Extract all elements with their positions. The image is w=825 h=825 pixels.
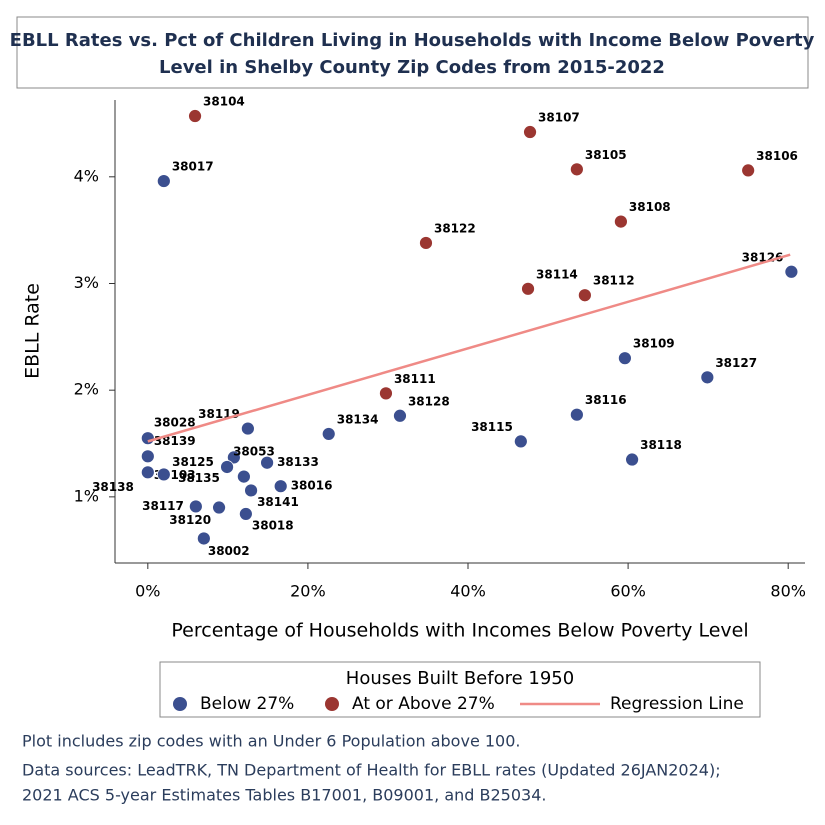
point-label: 38141	[257, 495, 299, 509]
point	[212, 500, 226, 515]
legend-label: Regression Line	[610, 694, 744, 714]
point-label: 38134	[337, 412, 379, 426]
chart-title: EBLL Rates vs. Pct of Children Living in…	[10, 30, 815, 51]
point	[613, 214, 628, 229]
legend-swatch	[325, 697, 339, 711]
point	[273, 479, 288, 494]
point	[238, 507, 253, 521]
point	[393, 408, 407, 423]
point-label: 38139	[154, 434, 196, 448]
point	[260, 455, 274, 470]
x-axis-title: Percentage of Households with Incomes Be…	[171, 620, 748, 642]
title-box	[16, 16, 809, 89]
legend-swatch	[173, 697, 187, 711]
y-tick-label: 3%	[74, 273, 99, 292]
point	[513, 434, 528, 449]
x-tick-label: 0%	[135, 582, 160, 601]
point-label: 38106	[756, 149, 798, 163]
point	[140, 465, 155, 480]
legend-label: Below 27%	[200, 694, 294, 714]
point-label: 38138	[92, 480, 134, 494]
point-label: 38107	[538, 111, 580, 125]
point	[240, 421, 255, 436]
point-label: 38016	[291, 479, 333, 493]
point-label: 38117	[142, 499, 184, 513]
point-label: 38104	[203, 95, 245, 109]
y-axis-title: EBLL Rate	[22, 283, 44, 379]
point-label: 38109	[633, 337, 675, 351]
point-label: 38114	[536, 267, 578, 281]
point-label: 38118	[640, 438, 682, 452]
point-label: 38122	[434, 221, 476, 235]
point-label: 38133	[277, 455, 319, 469]
point	[617, 351, 632, 366]
point-label: 38116	[585, 393, 627, 407]
point-label: 38108	[629, 200, 671, 214]
point-label: 38002	[208, 544, 250, 558]
point	[569, 162, 584, 177]
note: 2021 ACS 5-year Estimates Tables B17001,…	[22, 786, 546, 805]
point	[140, 431, 155, 446]
point	[569, 407, 584, 422]
point-label: 38119	[198, 407, 240, 421]
x-tick-label: 20%	[290, 582, 326, 601]
point	[523, 125, 537, 139]
point-label: 38018	[252, 518, 294, 532]
point	[156, 467, 171, 482]
note: Plot includes zip codes with an Under 6 …	[22, 732, 521, 751]
point-label: 38135	[178, 471, 220, 485]
point	[140, 449, 155, 464]
chart-title: Level in Shelby County Zip Codes from 20…	[159, 57, 665, 78]
point-label: 38115	[471, 420, 513, 434]
legend-box	[159, 661, 761, 718]
point-label: 38112	[593, 274, 635, 288]
point	[188, 109, 202, 123]
x-tick-label: 60%	[610, 582, 646, 601]
x-tick-label: 40%	[450, 582, 486, 601]
point-label: 38111	[394, 372, 436, 386]
legend-label: At or Above 27%	[352, 694, 495, 714]
note: Data sources: LeadTRK, TN Department of …	[22, 761, 721, 780]
point-label: 38127	[715, 356, 757, 370]
point-label: 38053	[233, 444, 275, 458]
point	[700, 370, 715, 385]
y-tick-label: 1%	[74, 486, 99, 505]
point	[226, 450, 241, 465]
point	[784, 264, 799, 279]
point	[156, 174, 171, 188]
point	[196, 531, 211, 546]
y-tick-label: 2%	[74, 380, 99, 399]
point	[220, 460, 234, 474]
point	[521, 281, 535, 296]
point-label: 38125	[172, 455, 214, 469]
point-label: 38128	[408, 394, 450, 408]
legend-title: Houses Built Before 1950	[346, 668, 574, 689]
y-tick-label: 4%	[74, 166, 99, 185]
point	[577, 288, 592, 303]
point-label: 38028	[154, 416, 196, 430]
point	[236, 469, 251, 484]
point	[379, 386, 393, 401]
point	[188, 499, 203, 514]
point-label: 38017	[172, 160, 214, 174]
point	[244, 483, 258, 498]
point	[419, 236, 433, 250]
point	[321, 427, 336, 441]
point	[625, 452, 639, 467]
point	[741, 163, 756, 178]
regression-line	[147, 253, 791, 443]
x-tick-label: 80%	[770, 582, 806, 601]
point-label: 38105	[585, 148, 627, 162]
point-label: 38120	[169, 513, 211, 527]
